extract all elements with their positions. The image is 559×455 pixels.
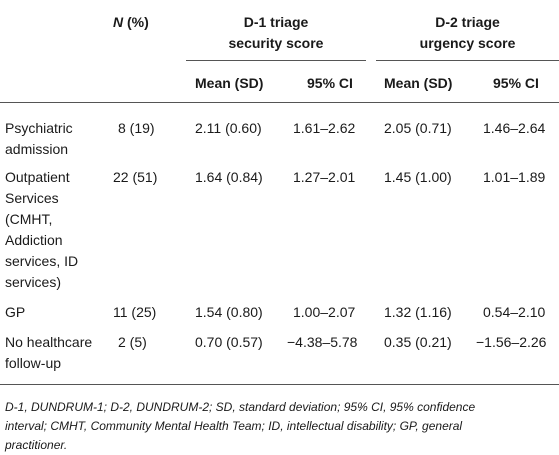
header-d2-line2: urgency score [419,35,516,51]
row-d1-ci: 1.61–2.62 [293,120,356,136]
header-d1-mean-sd: Mean (SD) [195,75,264,91]
header-d2-ci: 95% CI [493,75,539,91]
row-d1-mean: 1.54 (0.80) [195,304,263,320]
row-d2-ci: 1.46–2.64 [483,120,546,136]
header-n-percent: N (%) [113,13,149,32]
header-d1-line1: D-1 triage [243,14,309,30]
header-n-rest: (%) [123,14,149,30]
row-label-line: admission [5,141,69,157]
row-n: 8 (19) [118,120,155,136]
footnote-line: practitioner. [5,438,68,452]
row-label-line: services, ID [5,253,79,269]
row-label-line: Services [5,190,59,206]
row-d2-mean: 0.35 (0.21) [384,334,452,350]
header-n-italic: N [113,14,124,30]
header-d2-line1: D-2 triage [435,14,500,30]
header-d2-mean-sd: Mean (SD) [384,75,453,91]
row-n: 2 (5) [118,334,147,350]
row-d2-mean: 1.45 (1.00) [384,169,452,185]
row-d1-ci: −4.38–5.78 [287,334,358,350]
header-d1-line2: security score [228,35,324,51]
row-d2-mean: 1.32 (1.16) [384,304,452,320]
group1-underline [186,60,366,61]
row-d1-mean: 2.11 (0.60) [195,120,262,136]
row-d1-ci: 1.00–2.07 [293,304,356,320]
row-label-line: No healthcare [5,334,93,350]
footnote-line: D-1, DUNDRUM-1; D-2, DUNDRUM-2; SD, stan… [5,400,476,414]
header-d1-ci: 95% CI [307,75,353,91]
row-d2-ci: 1.01–1.89 [483,169,546,185]
header-bottom-rule [0,102,559,103]
table-footnote: D-1, DUNDRUM-1; D-2, DUNDRUM-2; SD, stan… [5,398,550,455]
row-label-line: (CMHT, [5,211,53,227]
row-d2-ci: −1.56–2.26 [476,334,547,350]
row-d2-mean: 2.05 (0.71) [384,120,452,136]
row-d2-ci: 0.54–2.10 [483,304,546,320]
row-label-line: follow-up [5,355,62,371]
row-d1-mean: 1.64 (0.84) [195,169,263,185]
row-label-line: Outpatient [5,169,70,185]
table-bottom-rule [0,384,559,385]
row-label-line: Addiction [5,232,63,248]
row-n: 22 (51) [113,169,158,185]
row-label-line: GP [5,304,26,320]
row-label-line: services) [5,274,62,290]
footnote-line: interval; CMHT, Community Mental Health … [5,419,463,433]
row-d1-mean: 0.70 (0.57) [195,334,263,350]
row-label-line: Psychiatric [5,120,73,136]
results-table: N (%) D-1 triage security score D-2 tria… [0,13,559,385]
row-d1-ci: 1.27–2.01 [293,169,356,185]
group2-underline [376,60,559,61]
row-n: 11 (25) [113,304,157,320]
